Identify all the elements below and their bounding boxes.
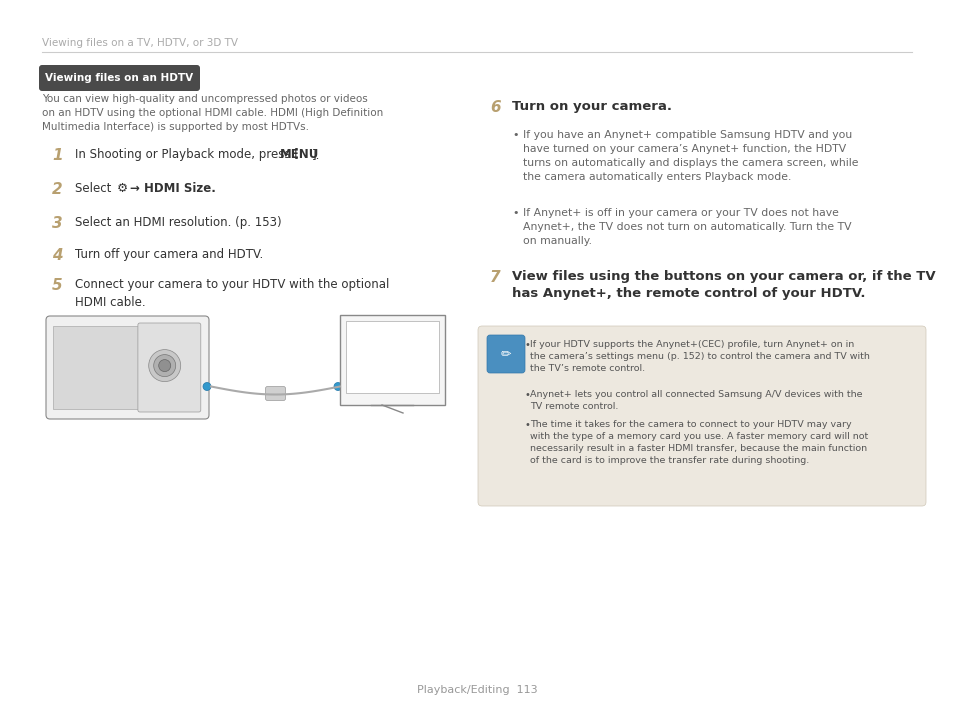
- Text: Viewing files on a TV, HDTV, or 3D TV: Viewing files on a TV, HDTV, or 3D TV: [42, 38, 237, 48]
- Text: 4: 4: [52, 248, 63, 263]
- Text: •: •: [524, 390, 530, 400]
- Circle shape: [153, 355, 175, 377]
- FancyBboxPatch shape: [339, 315, 444, 405]
- Circle shape: [334, 382, 341, 390]
- Text: 2: 2: [52, 182, 63, 197]
- Text: 6: 6: [490, 100, 500, 115]
- Circle shape: [203, 382, 211, 390]
- Text: •: •: [512, 208, 518, 218]
- Text: MENU: MENU: [280, 148, 319, 161]
- Text: Turn off your camera and HDTV.: Turn off your camera and HDTV.: [75, 248, 263, 261]
- Text: The time it takes for the camera to connect to your HDTV may vary
with the type : The time it takes for the camera to conn…: [530, 420, 867, 465]
- Text: View files using the buttons on your camera or, if the TV
has Anynet+, the remot: View files using the buttons on your cam…: [512, 270, 935, 300]
- FancyBboxPatch shape: [346, 321, 438, 393]
- Text: Anynet+ lets you control all connected Samsung A/V devices with the
TV remote co: Anynet+ lets you control all connected S…: [530, 390, 862, 411]
- Text: ⚙: ⚙: [117, 182, 128, 195]
- Text: If Anynet+ is off in your camera or your TV does not have
Anynet+, the TV does n: If Anynet+ is off in your camera or your…: [522, 208, 851, 246]
- Text: •: •: [524, 340, 530, 350]
- FancyBboxPatch shape: [486, 335, 524, 373]
- Text: ✏: ✏: [500, 348, 511, 361]
- Text: •: •: [512, 130, 518, 140]
- Circle shape: [149, 350, 180, 382]
- Text: Viewing files on an HDTV: Viewing files on an HDTV: [46, 73, 193, 83]
- Circle shape: [158, 359, 171, 372]
- Text: •: •: [524, 420, 530, 430]
- Text: If your HDTV supports the Anynet+(CEC) profile, turn Anynet+ on in
the camera’s : If your HDTV supports the Anynet+(CEC) p…: [530, 340, 869, 373]
- Text: 3: 3: [52, 216, 63, 231]
- Text: You can view high-quality and uncompressed photos or videos
on an HDTV using the: You can view high-quality and uncompress…: [42, 94, 383, 132]
- Text: 7: 7: [490, 270, 500, 285]
- Text: → HDMI Size.: → HDMI Size.: [130, 182, 215, 195]
- FancyBboxPatch shape: [53, 326, 142, 409]
- Text: If you have an Anynet+ compatible Samsung HDTV and you
have turned on your camer: If you have an Anynet+ compatible Samsun…: [522, 130, 858, 182]
- FancyBboxPatch shape: [265, 387, 285, 400]
- Text: Select: Select: [75, 182, 115, 195]
- Text: Turn on your camera.: Turn on your camera.: [512, 100, 671, 113]
- Text: In Shooting or Playback mode, press [: In Shooting or Playback mode, press [: [75, 148, 298, 161]
- FancyBboxPatch shape: [477, 326, 925, 506]
- Text: ].: ].: [312, 148, 320, 161]
- Text: 1: 1: [52, 148, 63, 163]
- FancyBboxPatch shape: [39, 65, 200, 91]
- Text: 5: 5: [52, 278, 63, 293]
- Text: Connect your camera to your HDTV with the optional
HDMI cable.: Connect your camera to your HDTV with th…: [75, 278, 389, 309]
- Text: Playback/Editing  113: Playback/Editing 113: [416, 685, 537, 695]
- Text: Select an HDMI resolution. (p. 153): Select an HDMI resolution. (p. 153): [75, 216, 281, 229]
- FancyBboxPatch shape: [46, 316, 209, 419]
- FancyBboxPatch shape: [138, 323, 200, 412]
